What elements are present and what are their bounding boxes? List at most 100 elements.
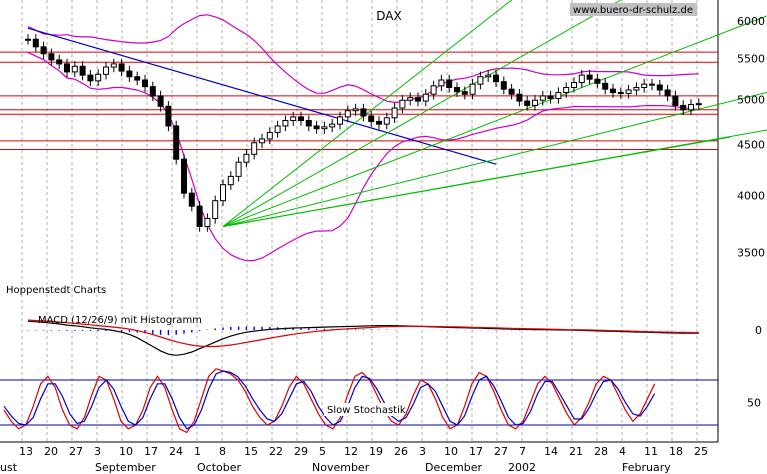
candle-body [64,63,70,73]
day-tick-label: 12 [344,445,358,458]
day-tick-label: 15 [244,445,258,458]
candle-body [485,74,492,78]
month-label: December [425,461,483,474]
day-tick-label: 21 [569,445,583,458]
candle-body [188,192,195,207]
trend-line [27,27,497,165]
candle-body [695,103,702,106]
candle-body [321,126,328,130]
candle-body [235,161,242,177]
stochastic-k-line [3,368,656,434]
candle-body [329,123,336,128]
candle-body [438,79,445,87]
macd-label: MACD (12/26/9) mit Histogramm [38,315,202,326]
day-tick-label: 3 [419,445,426,458]
candle-body [508,88,515,95]
candle-body [672,95,679,106]
candle-body [625,89,632,94]
candle-body [149,86,156,97]
day-tick-label: 1 [194,445,201,458]
day-tick-label: 18 [669,445,683,458]
candle-body [430,85,437,95]
candle-body [157,95,164,107]
candle-body [422,93,429,102]
candle-body [274,125,281,133]
candle-body [617,92,624,95]
candle-body [563,86,570,94]
candle-body [539,95,546,101]
candle-body [391,107,398,119]
candle-body [649,83,655,86]
month-label: ust [0,461,18,474]
candle-body [454,86,460,93]
fan-line [222,0,622,227]
stochastic-label: Slow Stochastik [327,405,406,416]
day-tick-label: 4 [619,445,626,458]
date-axis: 13 20 27 3 10 17 24 1 8 15 22 29 5 12 19 26 3 10 17 27 7 14 21… [0,445,708,474]
price-tick-label: 4000 [737,189,765,202]
candle-body [243,153,250,163]
stochastic-panel [3,368,656,434]
fan-line [222,136,731,227]
candle-body [633,86,640,91]
candle-body [656,84,663,91]
candle-body [118,63,125,72]
candle-body [282,120,289,127]
month-label: February [622,461,671,474]
day-tick-label: 19 [369,445,383,458]
candle-body [173,125,180,160]
candle-body [477,76,484,85]
candle-body [524,100,531,106]
candle-body [594,78,601,84]
candle-body [352,108,359,112]
day-tick-label: 17 [144,445,158,458]
candle-body [71,65,78,73]
candle-body [610,88,616,94]
price-tick-label: 4500 [737,139,765,152]
bollinger-upper-band [27,14,699,104]
day-tick-label: 29 [294,445,308,458]
candle-body [95,73,102,82]
watermark-box [570,3,697,16]
candle-body [181,158,187,194]
candle-body [344,110,351,118]
day-tick-label: 26 [394,445,408,458]
fan-line [222,15,767,227]
candle-body [461,91,468,95]
candle-body [126,70,133,78]
price-tick-label: 5500 [737,52,765,65]
candle-body [204,217,211,227]
candle-body [212,200,219,219]
price-tick-label: 6000 [737,15,765,28]
day-tick-label: 28 [594,445,608,458]
candle-body [103,66,109,75]
chart-title: DAX [376,9,401,23]
candle-body [110,63,117,68]
candle-body [415,97,421,102]
day-tick-label: 24 [169,445,183,458]
stochastic-d-line [3,370,656,430]
candle-body [142,79,148,88]
candle-body [79,65,86,76]
candle-body [641,83,648,88]
candle-body [399,99,406,109]
day-tick-label: 13 [19,445,33,458]
month-label: November [312,461,370,474]
month-label: September [95,461,156,474]
day-tick-label: 8 [219,445,226,458]
grid-lines [0,0,719,443]
day-tick-label: 27 [494,445,508,458]
candle-body [48,53,55,61]
candle-body [493,74,499,83]
candle-body [368,115,375,122]
candle-body [298,116,304,122]
candle-body [688,104,694,111]
candle-body [196,205,203,227]
price-tick-label: 5000 [737,93,765,106]
day-tick-label: 10 [119,445,133,458]
day-tick-label: 22 [269,445,283,458]
candle-body [32,38,39,48]
macd-tick-label: 0 [755,324,762,337]
stochastic-tick-label: 50 [747,397,761,410]
